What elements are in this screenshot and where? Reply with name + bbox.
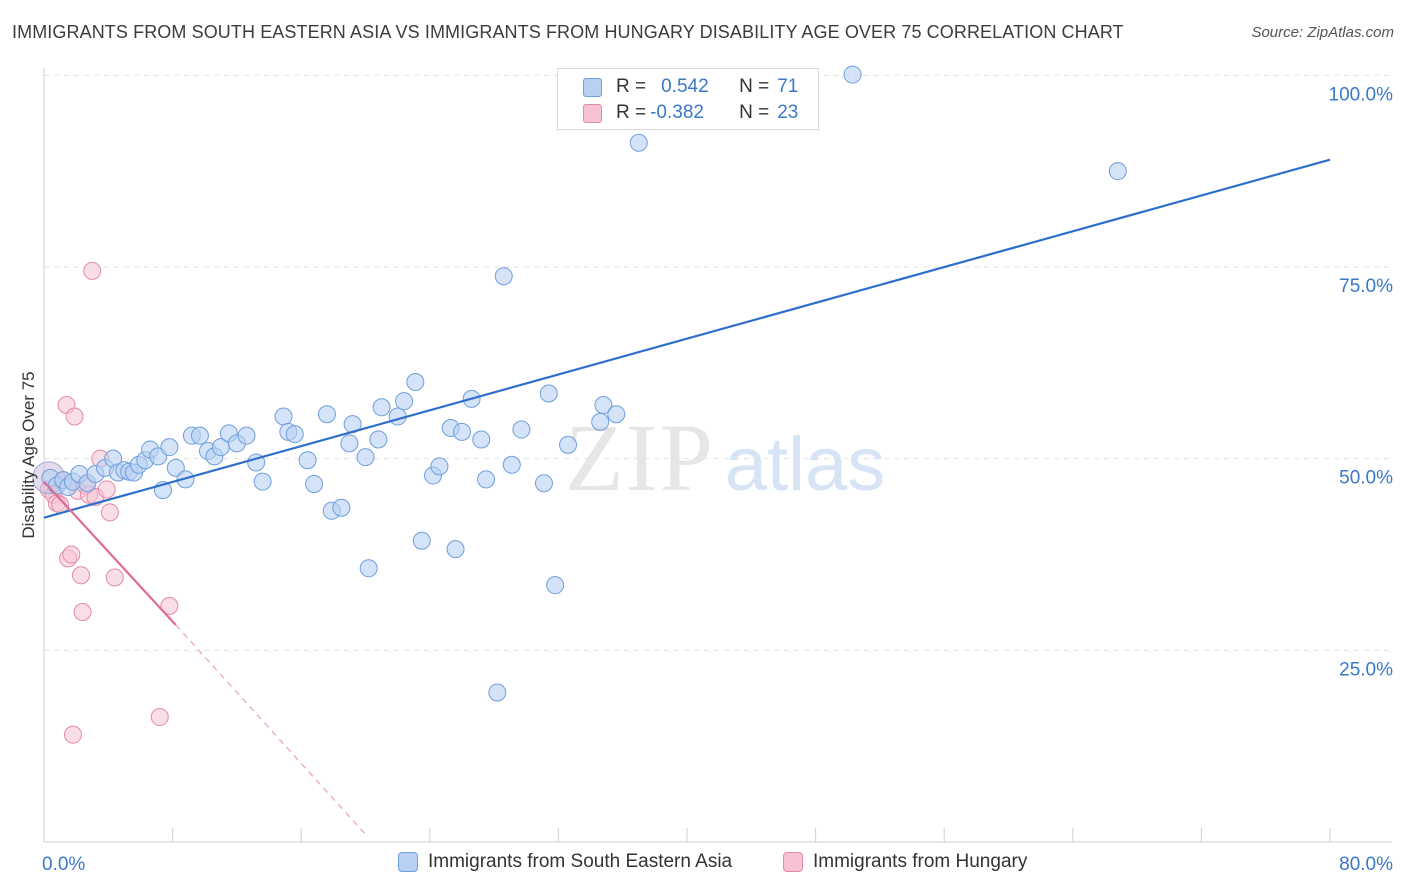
stats-n-value: 23 bbox=[777, 102, 799, 123]
hungary-trend-extension bbox=[175, 624, 366, 835]
sea-point bbox=[298, 451, 317, 470]
hungary-point bbox=[97, 480, 116, 499]
sea-point bbox=[512, 420, 531, 439]
sea-point bbox=[160, 438, 179, 457]
stats-n-label: N = bbox=[739, 102, 770, 123]
stats-legend: R = 0.542 N = 71 R = -0.382 N = 23 bbox=[557, 68, 819, 130]
sea-point bbox=[372, 398, 391, 417]
chart-title: IMMIGRANTS FROM SOUTH EASTERN ASIA VS IM… bbox=[12, 22, 1124, 42]
stats-swatch-sea bbox=[583, 77, 602, 97]
sea-point bbox=[477, 470, 496, 489]
sea-point bbox=[502, 455, 521, 474]
y-tick-label: 100.0% bbox=[1329, 84, 1394, 105]
y-axis-label: Disability Age Over 75 bbox=[19, 371, 38, 538]
hungary-point bbox=[63, 725, 82, 744]
y-tick-label: 75.0% bbox=[1339, 276, 1393, 297]
legend-label-hungary: Immigrants from Hungary bbox=[813, 851, 1028, 872]
sea-point bbox=[1108, 162, 1127, 181]
sea-point bbox=[412, 531, 431, 550]
sea-point bbox=[274, 407, 293, 426]
hungary-point bbox=[65, 407, 84, 426]
watermark: ZIP atlas bbox=[565, 404, 885, 511]
sea-point bbox=[446, 540, 465, 559]
sea-point bbox=[452, 422, 471, 441]
stats-r-value: 0.542 bbox=[661, 76, 709, 97]
sea-point bbox=[305, 474, 324, 493]
stats-row-sea: R = 0.542 N = 71 bbox=[558, 74, 798, 100]
sea-point bbox=[594, 396, 613, 414]
hungary-point bbox=[73, 603, 92, 621]
y-tick-label: 50.0% bbox=[1339, 468, 1393, 489]
sea-point bbox=[607, 405, 626, 424]
series-sea-points bbox=[32, 65, 1127, 702]
hungary-point bbox=[83, 261, 102, 280]
sea-point bbox=[356, 448, 375, 467]
axes bbox=[43, 68, 1392, 843]
sea-point bbox=[237, 426, 256, 445]
legend-label-sea: Immigrants from South Eastern Asia bbox=[428, 851, 733, 872]
hungary-point bbox=[71, 566, 90, 585]
hungary-point bbox=[62, 545, 81, 564]
hungary-point bbox=[150, 708, 169, 727]
stats-n-value: 71 bbox=[777, 76, 799, 97]
source-credit: Source: ZipAtlas.com bbox=[1251, 24, 1394, 41]
stats-row-hungary: R = -0.382 N = 23 bbox=[558, 100, 798, 126]
sea-point bbox=[539, 384, 558, 403]
hungary-point bbox=[160, 596, 179, 615]
legend-item-sea: Immigrants from South Eastern Asia bbox=[398, 851, 732, 873]
series-hungary-points bbox=[39, 261, 179, 744]
bottom-legend: Immigrants from South Eastern Asia Immig… bbox=[0, 851, 1406, 879]
sea-point bbox=[843, 65, 862, 84]
stats-r-value: -0.382 bbox=[650, 102, 704, 123]
sea-point bbox=[190, 426, 209, 445]
legend-swatch-sea bbox=[398, 852, 418, 872]
stats-n-label: N = bbox=[739, 76, 770, 97]
y-tick-label: 25.0% bbox=[1339, 659, 1393, 680]
stats-r-label: R = bbox=[616, 76, 647, 97]
sea-point bbox=[472, 430, 491, 449]
sea-point bbox=[488, 683, 507, 702]
sea-point bbox=[494, 267, 513, 286]
sea-point bbox=[559, 435, 578, 454]
sea-point bbox=[591, 412, 610, 431]
sea-point bbox=[430, 457, 449, 476]
stats-swatch-hungary bbox=[583, 103, 602, 123]
legend-swatch-hungary bbox=[783, 852, 803, 872]
trend-lines bbox=[43, 158, 1331, 835]
sea-point bbox=[253, 472, 272, 491]
sea-point bbox=[359, 559, 378, 578]
sea-point bbox=[395, 392, 414, 411]
sea-point bbox=[285, 425, 304, 444]
watermark-zip: ZIP bbox=[565, 404, 715, 511]
x-tick-label-max: 80.0% bbox=[1339, 854, 1393, 875]
sea-point bbox=[406, 373, 425, 391]
stats-r-label: R = bbox=[616, 102, 647, 123]
watermark-atlas: atlas bbox=[725, 422, 886, 507]
sea-point bbox=[317, 405, 336, 424]
x-tick-label-min: 0.0% bbox=[42, 854, 85, 875]
sea-point bbox=[546, 576, 565, 595]
sea-point bbox=[340, 434, 359, 453]
sea-point bbox=[369, 430, 388, 449]
hungary-point bbox=[105, 568, 124, 587]
hungary-trend-line bbox=[43, 480, 177, 626]
legend-item-hungary: Immigrants from Hungary bbox=[783, 851, 1027, 873]
sea-point bbox=[332, 498, 351, 517]
tick-labels: 25.0% 50.0% 75.0% 100.0% 0.0% 80.0% Disability… bbox=[19, 84, 1393, 875]
hungary-point bbox=[100, 503, 119, 522]
sea-point bbox=[629, 133, 648, 152]
sea-trend-line bbox=[43, 158, 1331, 519]
sea-point bbox=[166, 458, 185, 477]
sea-point bbox=[534, 474, 553, 493]
gridlines bbox=[44, 74, 1392, 651]
